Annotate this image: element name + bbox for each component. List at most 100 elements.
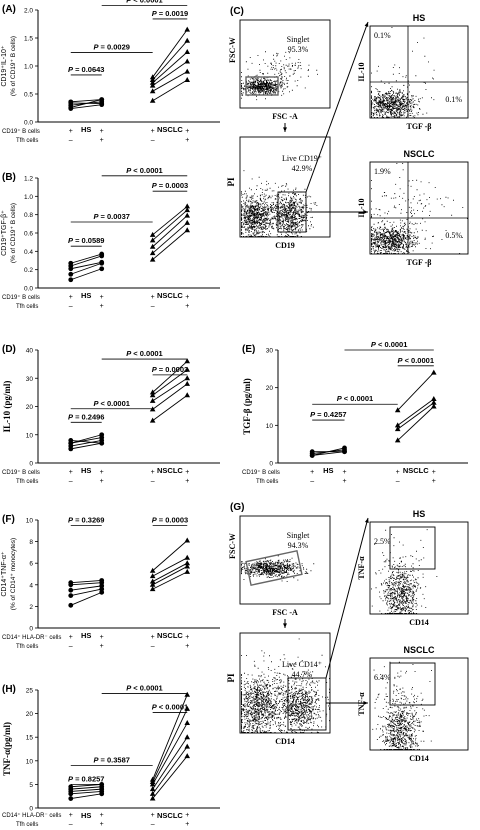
y-axis-label: TGF-β (pg/ml) <box>242 378 252 435</box>
p-value-hs: P = 0.0643 <box>68 65 105 74</box>
row1-sign: + <box>432 469 436 476</box>
nsclc-pair-line <box>152 755 188 799</box>
row1-sign: + <box>100 469 104 476</box>
group-label-nsclc: NSCLC <box>403 466 429 475</box>
nsclc-point <box>184 227 191 233</box>
group-label-hs: HS <box>81 631 91 640</box>
row-label-cells: CD14⁺ HLA-DR⁻ cells <box>2 634 61 641</box>
row1-sign: + <box>69 294 73 301</box>
nsclc-point <box>184 77 191 82</box>
singlet-percent: 94.3% <box>288 541 309 550</box>
gate-x-label: CD14 <box>275 737 295 746</box>
nsclc-point <box>184 554 191 560</box>
nsclc-point <box>184 537 191 543</box>
p-value-cross: P < 0.0001 <box>93 399 130 408</box>
row-label-tfh: Tfh cells <box>16 822 38 828</box>
panel-b: (B) 0.0 0.2 0.4 0.6 0.8 1.0 1.2 CD19⁺TGF-β⁺ (% of… <box>1 166 220 310</box>
singlet-label: Singlet <box>287 35 310 44</box>
nsclc-point <box>149 79 156 85</box>
row1-sign: + <box>151 294 155 301</box>
row2-sign: – <box>151 303 155 310</box>
nsclc-point <box>149 581 156 587</box>
gate-x-label: CD19 <box>275 241 295 250</box>
panel-letter: (B) <box>2 172 16 183</box>
nsclc-pair-line <box>152 222 188 254</box>
row-label-tfh: Tfh cells <box>16 479 38 485</box>
quad-lr-percent: 0.5% <box>445 231 462 240</box>
row-label-cells: CD19⁺ B cells <box>2 469 40 476</box>
p-value-cross: P = 0.3587 <box>93 756 130 765</box>
arrow-to-hs <box>325 517 369 679</box>
p-value-top: P < 0.0001 <box>126 166 163 175</box>
hs-point <box>68 796 74 801</box>
quad-lr-percent: 0.1% <box>445 95 462 104</box>
event-dots <box>241 638 330 733</box>
nsclc-pair-line <box>152 40 188 81</box>
panel-letter: (D) <box>2 344 16 355</box>
nsclc-point <box>149 790 156 796</box>
y-tick-label: 6 <box>29 561 33 568</box>
row2-sign: – <box>151 821 155 828</box>
group-label-hs: HS <box>81 466 91 475</box>
row2-sign: – <box>69 478 73 485</box>
y-tick-label: 4 <box>29 582 33 589</box>
nsclc-pair-line <box>152 736 188 790</box>
panel-e: (E) 0 10 20 30 TGF-β (pg/ml) HS NSCLC CD19⁺ B ce… <box>242 340 468 485</box>
y-tick-label: 0 <box>29 806 33 813</box>
singlet-gate <box>245 76 279 96</box>
tnf-gate <box>389 662 436 706</box>
nsclc-pair-line <box>397 372 435 411</box>
tnf-percent: 6.4% <box>374 673 391 682</box>
nsclc-pair-line <box>397 398 435 426</box>
row-label-cells: CD19⁺ B cells <box>2 294 40 301</box>
row2-sign: + <box>100 643 104 650</box>
arrow-to-hs-head <box>364 22 369 27</box>
singlet-label: Singlet <box>287 531 310 540</box>
hs-pair-line <box>70 786 102 790</box>
live-gate <box>287 677 327 731</box>
singlet-percent: 95.3% <box>288 45 309 54</box>
nsclc-point <box>149 578 156 584</box>
panel-f: (F) 0 2 4 6 8 10 CD14⁺TNF-α⁺ (% of CD14⁺ monocyt… <box>1 514 220 650</box>
p-value-cross: P = 0.0037 <box>93 212 130 221</box>
row2-sign: + <box>100 478 104 485</box>
row1-sign: + <box>342 469 346 476</box>
nsclc-point <box>394 426 401 432</box>
nsclc-pair-line <box>152 29 188 78</box>
y-tick-label: 20 <box>266 385 274 392</box>
hs-point <box>68 271 74 277</box>
event-dots <box>371 80 432 118</box>
row2-sign: – <box>151 137 155 144</box>
hs-point <box>99 440 105 446</box>
y-tick-label: 30 <box>266 348 274 355</box>
arrow-to-nsclc-head <box>363 210 368 214</box>
group-label-nsclc: NSCLC <box>157 291 183 300</box>
y-tick-label: 0.6 <box>24 231 33 238</box>
row1-sign: + <box>69 128 73 135</box>
p-value-cross: P < 0.0001 <box>337 394 374 403</box>
nsclc-pair-line <box>152 562 188 582</box>
hs-point <box>68 587 74 593</box>
group-label-nsclc: NSCLC <box>157 466 183 475</box>
y-tick-label: 40 <box>26 348 34 355</box>
row2-sign: – <box>151 643 155 650</box>
nsclc-point <box>149 567 156 573</box>
quad-x-label: CD14 <box>409 618 429 627</box>
row1-sign: + <box>151 469 155 476</box>
row2-sign: – <box>310 478 314 485</box>
nsclc-point <box>184 380 191 386</box>
quad-y-label: IL-10 <box>357 198 366 217</box>
gate-y-label: PI <box>226 177 236 186</box>
row1-sign: + <box>185 634 189 641</box>
quad-y-label: TNF-α <box>357 692 366 716</box>
y-tick-label: 0 <box>29 461 33 468</box>
hs-point <box>342 449 347 455</box>
row-label-tfh: Tfh cells <box>16 644 38 650</box>
hs-point <box>99 101 105 106</box>
nsclc-point <box>184 691 191 697</box>
nsclc-point <box>431 395 437 401</box>
hs-point <box>68 438 74 443</box>
row1-sign: + <box>185 812 189 819</box>
nsclc-point <box>184 37 191 43</box>
